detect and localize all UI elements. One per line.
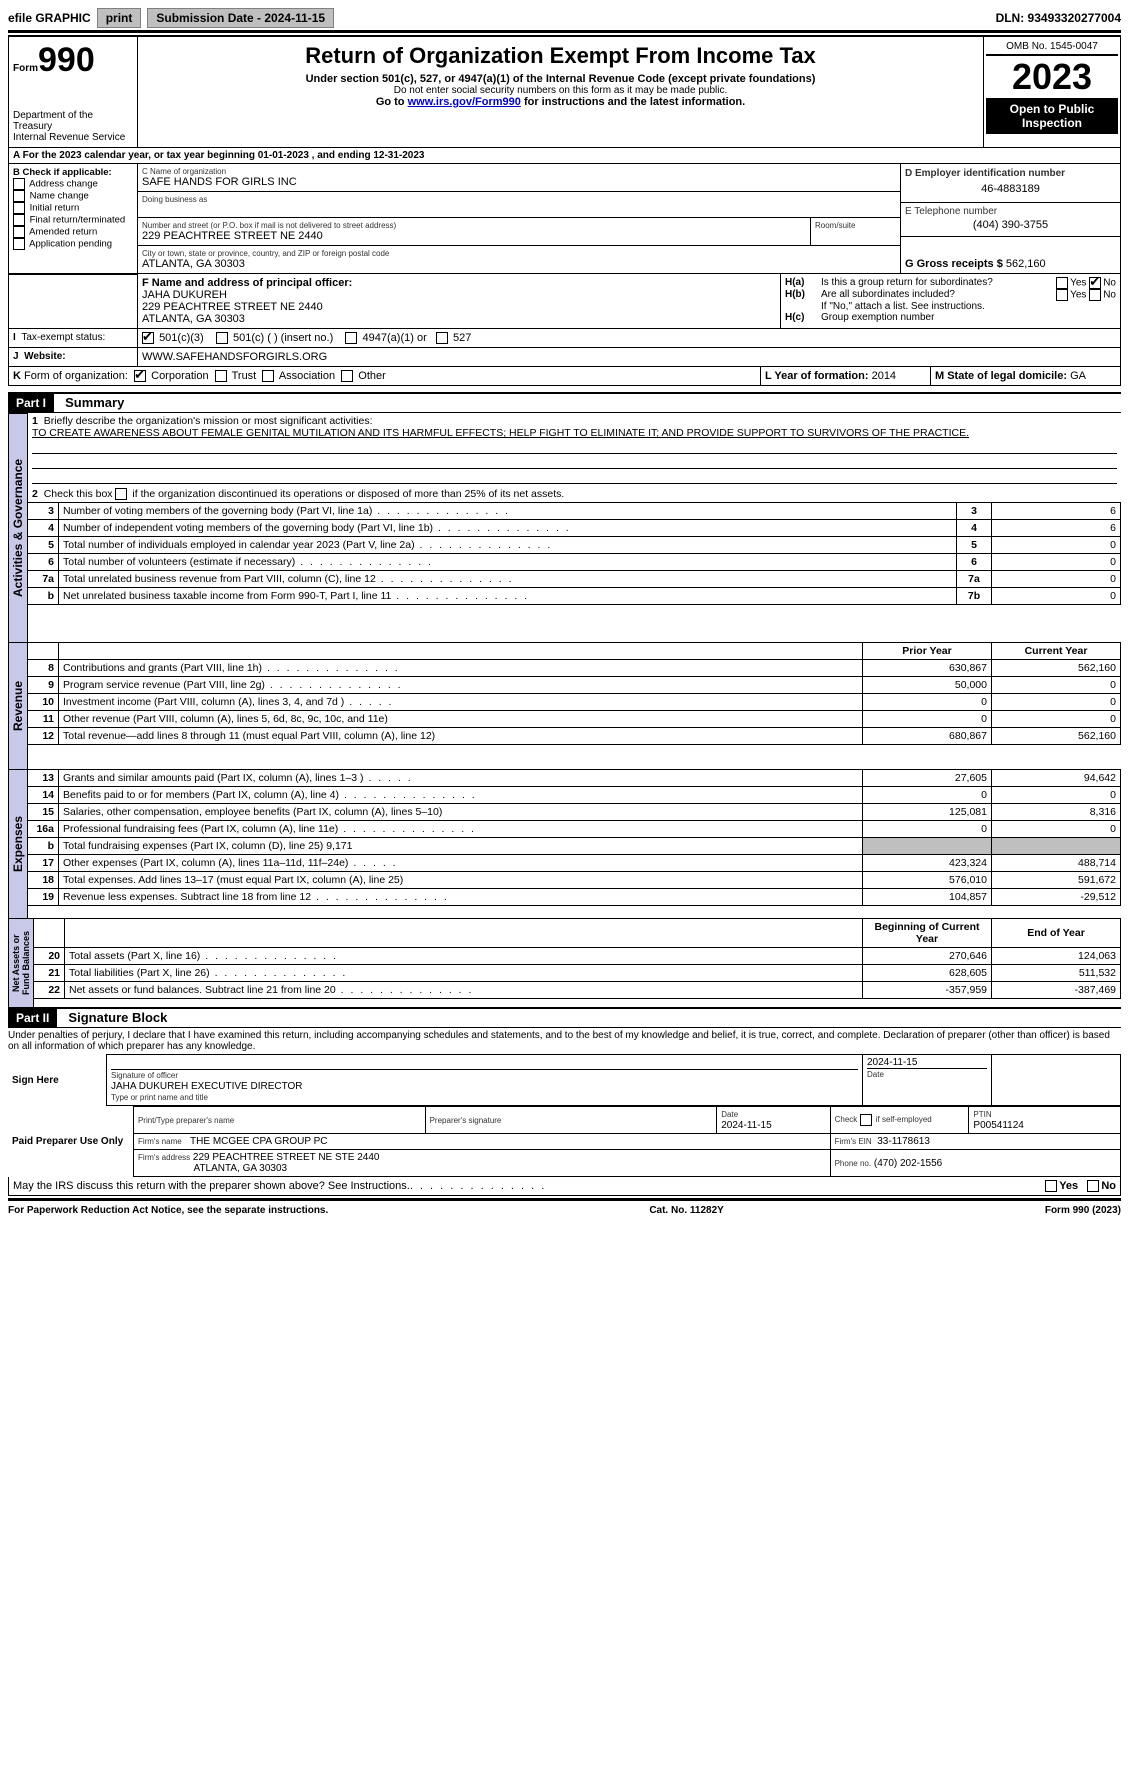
checkbox-application-pending[interactable] xyxy=(13,238,25,250)
org-name: SAFE HANDS FOR GIRLS INC xyxy=(142,176,896,188)
website: WWW.SAFEHANDSFORGIRLS.ORG xyxy=(138,348,1121,367)
signer-name: JAHA DUKUREH EXECUTIVE DIRECTOR xyxy=(111,1081,303,1092)
firm-address-2: ATLANTA, GA 30303 xyxy=(194,1163,288,1174)
city-state-zip: ATLANTA, GA 30303 xyxy=(142,258,896,270)
cb-self-employed[interactable] xyxy=(860,1114,872,1126)
officer-city: ATLANTA, GA 30303 xyxy=(142,313,245,325)
expenses-table: 13Grants and similar amounts paid (Part … xyxy=(28,769,1121,906)
checkbox-address-change[interactable] xyxy=(13,178,25,190)
preparer-table: Paid Preparer Use Only Print/Type prepar… xyxy=(8,1106,1121,1177)
state-domicile: GA xyxy=(1070,370,1086,382)
cb-corporation[interactable] xyxy=(134,370,146,382)
gross-receipts: 562,160 xyxy=(1006,258,1046,270)
checkbox-amended-return[interactable] xyxy=(13,226,25,238)
cb-association[interactable] xyxy=(262,370,274,382)
identity-block: B Check if applicable: Address change Na… xyxy=(8,164,1121,274)
part2-header: Part II Signature Block xyxy=(8,1007,1121,1028)
tab-net-assets: Net Assets or Fund Balances xyxy=(8,918,34,1007)
discuss-yes[interactable] xyxy=(1045,1180,1057,1192)
top-bar: efile GRAPHIC print Submission Date - 20… xyxy=(8,8,1121,28)
dept-irs: Internal Revenue Service xyxy=(13,132,133,143)
print-button[interactable]: print xyxy=(97,8,142,28)
tab-revenue: Revenue xyxy=(8,642,28,769)
form-title: Return of Organization Exempt From Incom… xyxy=(142,43,979,69)
f-h-block: F Name and address of principal officer:… xyxy=(8,274,1121,329)
ha-no[interactable] xyxy=(1089,277,1101,289)
signature-table: Sign Here Signature of officer JAHA DUKU… xyxy=(8,1054,1121,1106)
cb-other[interactable] xyxy=(341,370,353,382)
cb-501c[interactable] xyxy=(216,332,228,344)
officer-name: JAHA DUKUREH xyxy=(142,289,227,301)
ein: 46-4883189 xyxy=(905,179,1116,199)
part1-header: Part I Summary xyxy=(8,392,1121,413)
goto-line: Go to www.irs.gov/Form990 for instructio… xyxy=(142,96,979,108)
tax-year: 2023 xyxy=(986,55,1118,98)
form-subtitle: Under section 501(c), 527, or 4947(a)(1)… xyxy=(142,73,979,85)
section-b: B Check if applicable: Address change Na… xyxy=(8,164,138,274)
firm-name: THE MCGEE CPA GROUP PC xyxy=(190,1136,327,1147)
form-header: Form990 Department of the Treasury Inter… xyxy=(8,35,1121,148)
dln: DLN: 93493320277004 xyxy=(340,11,1121,25)
cb-trust[interactable] xyxy=(215,370,227,382)
page-footer: For Paperwork Reduction Act Notice, see … xyxy=(8,1203,1121,1216)
tab-expenses: Expenses xyxy=(8,769,28,918)
ha-yes[interactable] xyxy=(1056,277,1068,289)
form-990-label: Form990 xyxy=(13,41,133,80)
discuss-no[interactable] xyxy=(1087,1180,1099,1192)
net-assets-table: Beginning of Current YearEnd of Year 20T… xyxy=(34,918,1121,999)
ssn-note: Do not enter social security numbers on … xyxy=(142,85,979,96)
firm-address-1: 229 PEACHTREE STREET NE STE 2440 xyxy=(193,1152,380,1163)
checkbox-name-change[interactable] xyxy=(13,190,25,202)
cb-4947[interactable] xyxy=(345,332,357,344)
checkbox-final-return[interactable] xyxy=(13,214,25,226)
cb-discontinued[interactable] xyxy=(115,488,127,500)
street: 229 PEACHTREE STREET NE 2440 xyxy=(142,230,806,242)
irs-link[interactable]: www.irs.gov/Form990 xyxy=(408,96,521,108)
revenue-table: Prior YearCurrent Year 8Contributions an… xyxy=(28,642,1121,745)
omb-number: OMB No. 1545-0047 xyxy=(986,39,1118,55)
officer-street: 229 PEACHTREE STREET NE 2440 xyxy=(142,301,323,313)
hb-no[interactable] xyxy=(1089,289,1101,301)
checkbox-initial-return[interactable] xyxy=(13,202,25,214)
penalty-statement: Under penalties of perjury, I declare th… xyxy=(8,1028,1121,1054)
submission-date: Submission Date - 2024-11-15 xyxy=(147,8,334,28)
cb-501c3[interactable] xyxy=(142,332,154,344)
cb-527[interactable] xyxy=(436,332,448,344)
ptin: P00541124 xyxy=(973,1120,1023,1131)
efile-label: efile GRAPHIC xyxy=(8,11,91,25)
telephone: (404) 390-3755 xyxy=(905,217,1116,233)
line-a: A For the 2023 calendar year, or tax yea… xyxy=(8,148,1121,164)
dept-treasury: Department of the Treasury xyxy=(13,110,133,132)
firm-phone: (470) 202-1556 xyxy=(874,1158,942,1169)
firm-ein: 33-1178613 xyxy=(877,1136,930,1147)
mission-text: TO CREATE AWARENESS ABOUT FEMALE GENITAL… xyxy=(32,427,969,439)
tab-activities-governance: Activities & Governance xyxy=(8,413,28,642)
governance-table: 3Number of voting members of the governi… xyxy=(28,502,1121,605)
year-formation: 2014 xyxy=(872,370,896,382)
hb-yes[interactable] xyxy=(1056,289,1068,301)
open-inspection: Open to Public Inspection xyxy=(986,98,1118,134)
